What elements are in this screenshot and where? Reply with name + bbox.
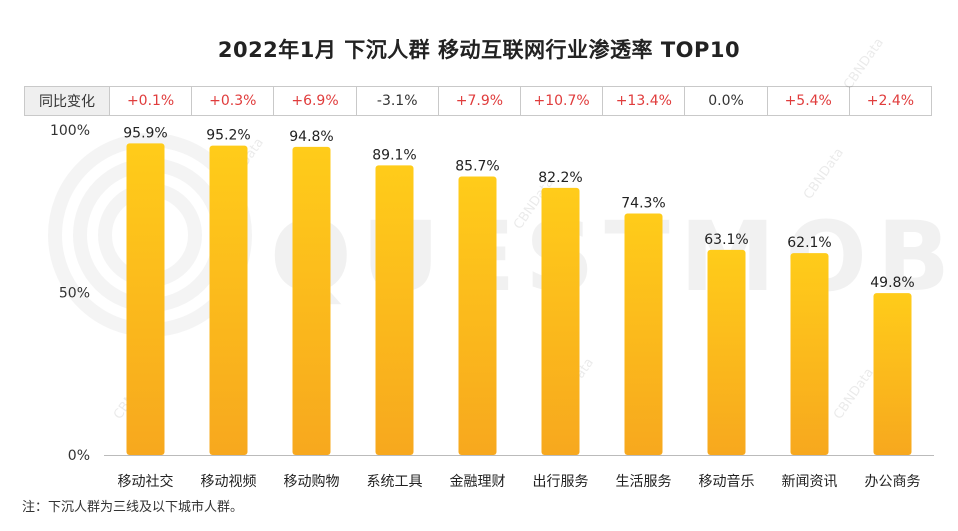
yoy-cell: +7.9% xyxy=(439,87,522,115)
yoy-cell: +13.4% xyxy=(603,87,686,115)
x-tick-label: 生活服务 xyxy=(616,474,672,490)
bar xyxy=(458,176,497,455)
bar-value-label: 85.7% xyxy=(455,158,499,174)
bar xyxy=(209,145,248,455)
yoy-cell: -3.1% xyxy=(357,87,439,115)
yoy-cells: +0.1% +0.3% +6.9% -3.1% +7.9% +10.7% +13.4% 0.0… xyxy=(110,87,931,115)
bar xyxy=(624,213,663,455)
x-tick-label: 出行服务 xyxy=(533,474,589,490)
yoy-cell: +2.4% xyxy=(866,93,915,109)
y-tick-label: 0% xyxy=(68,448,90,464)
y-tick-label: 100% xyxy=(50,123,90,139)
bar-value-label: 82.2% xyxy=(538,170,582,186)
bar-value-label: 94.8% xyxy=(289,129,333,145)
yoy-change-table: 同比变化 +0.1% +0.3% +6.9% -3.1% +7.9% +10.7% +13.… xyxy=(24,86,932,116)
x-tick-label: 移动视频 xyxy=(201,474,257,490)
bar xyxy=(375,165,414,456)
watermark-cbndata: CBNData xyxy=(841,36,887,93)
x-tick-label: 新闻资讯 xyxy=(782,474,838,490)
bar-value-label: 63.1% xyxy=(704,232,748,248)
bar xyxy=(873,293,912,455)
bar-value-label: 49.8% xyxy=(870,275,914,291)
bar xyxy=(790,253,829,455)
bar-value-label: 95.2% xyxy=(206,128,250,144)
watermark-text: QUESTMOBILE xyxy=(270,201,958,313)
yoy-cell: 0.0% xyxy=(685,87,768,115)
bar xyxy=(541,187,580,455)
bar-value-label: 62.1% xyxy=(787,235,831,251)
x-tick-label: 办公商务 xyxy=(865,474,921,490)
chart-title: 2022年1月 下沉人群 移动互联网行业渗透率 TOP10 xyxy=(217,38,741,62)
x-tick-label: 系统工具 xyxy=(367,474,423,490)
yoy-row-label: 同比变化 xyxy=(25,87,110,115)
watermark-cbndata: CBNData xyxy=(831,366,877,423)
bar-value-label: 95.9% xyxy=(123,125,167,141)
bar-value-label: 89.1% xyxy=(372,147,416,163)
yoy-cell: +10.7% xyxy=(521,87,604,115)
yoy-cell: +5.4% xyxy=(768,87,850,115)
yoy-cell: +0.1% xyxy=(110,87,193,115)
x-tick-label: 移动购物 xyxy=(284,474,340,490)
footnote: 注：下沉人群为三线及以下城市人群。 xyxy=(22,500,244,515)
x-tick-label: 移动社交 xyxy=(118,473,174,490)
bar xyxy=(292,146,331,455)
y-tick-label: 50% xyxy=(59,286,90,302)
yoy-cell: +6.9% xyxy=(274,87,357,115)
x-tick-label: 金融理财 xyxy=(450,474,506,490)
x-tick-label: 移动音乐 xyxy=(699,473,755,490)
bar xyxy=(126,143,165,455)
yoy-cell: +0.3% xyxy=(192,87,275,115)
bar-value-label: 74.3% xyxy=(621,196,665,212)
watermark-cbndata: CBNData xyxy=(801,146,847,203)
bar xyxy=(707,249,746,455)
